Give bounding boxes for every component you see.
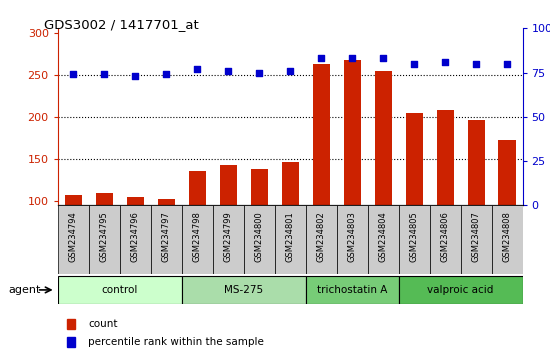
- Point: [441, 59, 449, 65]
- Point: [162, 72, 170, 77]
- Bar: [282, 162, 299, 205]
- Text: GSM234795: GSM234795: [100, 211, 109, 262]
- Point: [410, 61, 419, 67]
- Point: [255, 70, 263, 75]
- Bar: [244, 205, 274, 274]
- Text: GDS3002 / 1417701_at: GDS3002 / 1417701_at: [44, 18, 199, 31]
- Text: GSM234806: GSM234806: [441, 211, 449, 262]
- Bar: [399, 276, 522, 304]
- Point: [286, 68, 295, 74]
- Bar: [189, 171, 206, 205]
- Text: trichostatin A: trichostatin A: [317, 285, 387, 295]
- Bar: [219, 165, 236, 205]
- Bar: [437, 110, 454, 205]
- Bar: [430, 205, 460, 274]
- Bar: [460, 205, 492, 274]
- Text: agent: agent: [8, 285, 41, 295]
- Point: [100, 72, 109, 77]
- Text: GSM234804: GSM234804: [378, 211, 388, 262]
- Bar: [274, 205, 306, 274]
- Point: [224, 68, 233, 74]
- Point: [131, 73, 140, 79]
- Bar: [375, 71, 392, 205]
- Bar: [58, 205, 89, 274]
- Point: [317, 56, 326, 61]
- Text: GSM234803: GSM234803: [348, 211, 356, 262]
- Bar: [126, 197, 144, 205]
- Bar: [337, 205, 367, 274]
- Bar: [89, 205, 120, 274]
- Bar: [468, 120, 485, 205]
- Text: GSM234794: GSM234794: [69, 211, 78, 262]
- Point: [193, 66, 202, 72]
- Bar: [344, 59, 361, 205]
- Text: GSM234796: GSM234796: [131, 211, 140, 262]
- Text: valproic acid: valproic acid: [427, 285, 494, 295]
- Bar: [58, 276, 182, 304]
- Text: GSM234798: GSM234798: [192, 211, 202, 262]
- Bar: [120, 205, 151, 274]
- Bar: [306, 276, 399, 304]
- Bar: [65, 195, 82, 205]
- Bar: [312, 64, 329, 205]
- Text: GSM234807: GSM234807: [471, 211, 481, 262]
- Point: [472, 61, 481, 67]
- Text: GSM234801: GSM234801: [285, 211, 295, 262]
- Text: percentile rank within the sample: percentile rank within the sample: [88, 337, 264, 347]
- Bar: [96, 193, 113, 205]
- Text: MS-275: MS-275: [224, 285, 263, 295]
- Bar: [151, 205, 182, 274]
- Bar: [182, 276, 306, 304]
- Text: GSM234805: GSM234805: [410, 211, 419, 262]
- Text: control: control: [102, 285, 138, 295]
- Text: GSM234802: GSM234802: [317, 211, 326, 262]
- Text: GSM234808: GSM234808: [503, 211, 512, 262]
- Bar: [182, 205, 213, 274]
- Bar: [306, 205, 337, 274]
- Bar: [367, 205, 399, 274]
- Point: [503, 61, 512, 67]
- Bar: [213, 205, 244, 274]
- Bar: [405, 113, 422, 205]
- Text: GSM234797: GSM234797: [162, 211, 170, 262]
- Bar: [492, 205, 522, 274]
- Bar: [498, 139, 515, 205]
- Text: GSM234799: GSM234799: [224, 211, 233, 262]
- Point: [69, 72, 78, 77]
- Bar: [67, 319, 75, 329]
- Text: GSM234800: GSM234800: [255, 211, 263, 262]
- Point: [379, 56, 388, 61]
- Bar: [251, 169, 268, 205]
- Bar: [158, 199, 175, 205]
- Bar: [399, 205, 430, 274]
- Text: count: count: [88, 319, 118, 329]
- Bar: [67, 337, 75, 347]
- Point: [348, 56, 356, 61]
